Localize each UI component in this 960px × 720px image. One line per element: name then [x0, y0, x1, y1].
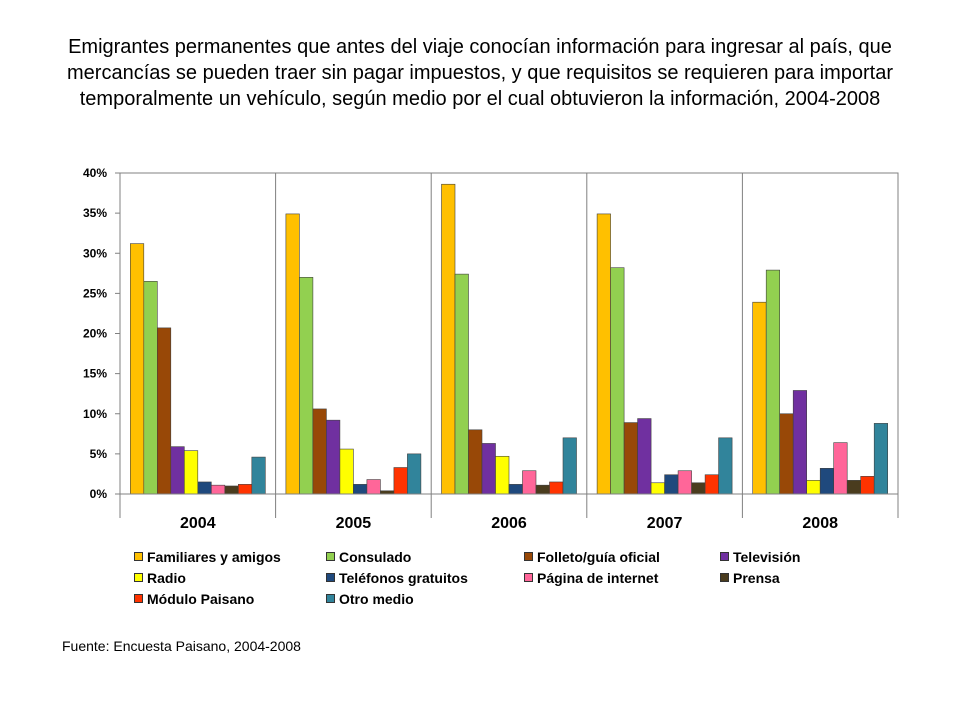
legend-label: Folleto/guía oficial [537, 549, 660, 565]
legend-label: Página de internet [537, 570, 659, 586]
bar [224, 485, 239, 495]
legend-swatch [524, 573, 533, 582]
y-tick-label: 15% [83, 367, 107, 381]
bar [650, 482, 665, 495]
x-category-label: 2004 [180, 515, 216, 532]
bar [238, 484, 253, 495]
y-tick-label: 10% [83, 407, 107, 421]
legend-label: Familiares y amigos [147, 549, 281, 565]
y-tick-label: 0% [90, 487, 108, 501]
bar [441, 183, 456, 495]
legend-swatch [134, 552, 143, 561]
bar [312, 408, 327, 495]
legend-label: Consulado [339, 549, 412, 565]
legend-swatch [326, 573, 335, 582]
bar [353, 484, 368, 495]
bar [339, 448, 354, 495]
bar [393, 467, 408, 495]
bar [819, 468, 835, 495]
x-category-label: 2008 [802, 515, 838, 532]
bar [623, 422, 638, 495]
bar [549, 481, 564, 495]
bar [366, 479, 381, 495]
bar [846, 480, 862, 495]
legend-label: Prensa [733, 570, 780, 586]
bar [508, 484, 523, 495]
bar [562, 437, 577, 495]
bar [860, 476, 875, 495]
source-note: Fuente: Encuesta Paisano, 2004-2008 [62, 638, 301, 654]
bar [170, 446, 185, 495]
y-tick-label: 5% [90, 447, 108, 461]
legend-label: Radio [147, 570, 186, 586]
bar [197, 481, 212, 495]
bar [130, 243, 145, 495]
x-category-label: 2005 [336, 515, 372, 532]
bar [752, 301, 767, 495]
bar [251, 456, 266, 495]
bar [454, 273, 469, 495]
y-tick-label: 25% [83, 286, 107, 300]
legend-swatch [720, 552, 729, 561]
legend-label: Televisión [733, 549, 801, 565]
legend-swatch [326, 594, 335, 603]
bar [779, 413, 794, 495]
bar [468, 429, 483, 495]
bar [285, 213, 300, 495]
bar [596, 213, 611, 495]
legend-swatch [524, 552, 533, 561]
y-tick-label: 35% [83, 206, 107, 220]
bar [718, 437, 733, 495]
bar [677, 470, 692, 495]
legend-label: Módulo Paisano [147, 591, 255, 607]
bar [664, 474, 679, 495]
legend-label: Otro medio [339, 591, 414, 607]
legend-label: Teléfonos gratuitos [339, 570, 468, 586]
bar [535, 484, 550, 495]
bar [495, 455, 510, 495]
bar [833, 442, 848, 495]
legend-swatch [720, 573, 729, 582]
bar [792, 390, 808, 495]
legend-swatch [134, 573, 143, 582]
bar [873, 423, 889, 495]
y-tick-label: 40% [83, 166, 107, 180]
bar [157, 327, 172, 495]
bar [691, 482, 706, 495]
bar [299, 277, 314, 495]
x-category-label: 2006 [491, 515, 527, 532]
bar [143, 281, 158, 495]
bar [806, 480, 821, 495]
y-tick-label: 30% [83, 246, 107, 260]
bar [765, 269, 781, 495]
legend-swatch [326, 552, 335, 561]
y-tick-label: 20% [83, 327, 107, 341]
bar [610, 267, 625, 495]
bar [522, 470, 537, 495]
bar [407, 453, 422, 495]
bar [211, 484, 226, 495]
x-category-label: 2007 [647, 515, 683, 532]
legend-swatch [134, 594, 143, 603]
bar [704, 474, 719, 495]
bar [184, 450, 199, 495]
bar [326, 419, 341, 495]
bar [637, 418, 652, 495]
bar [481, 443, 496, 495]
chart-title: Emigrantes permanentes que antes del via… [67, 36, 893, 110]
